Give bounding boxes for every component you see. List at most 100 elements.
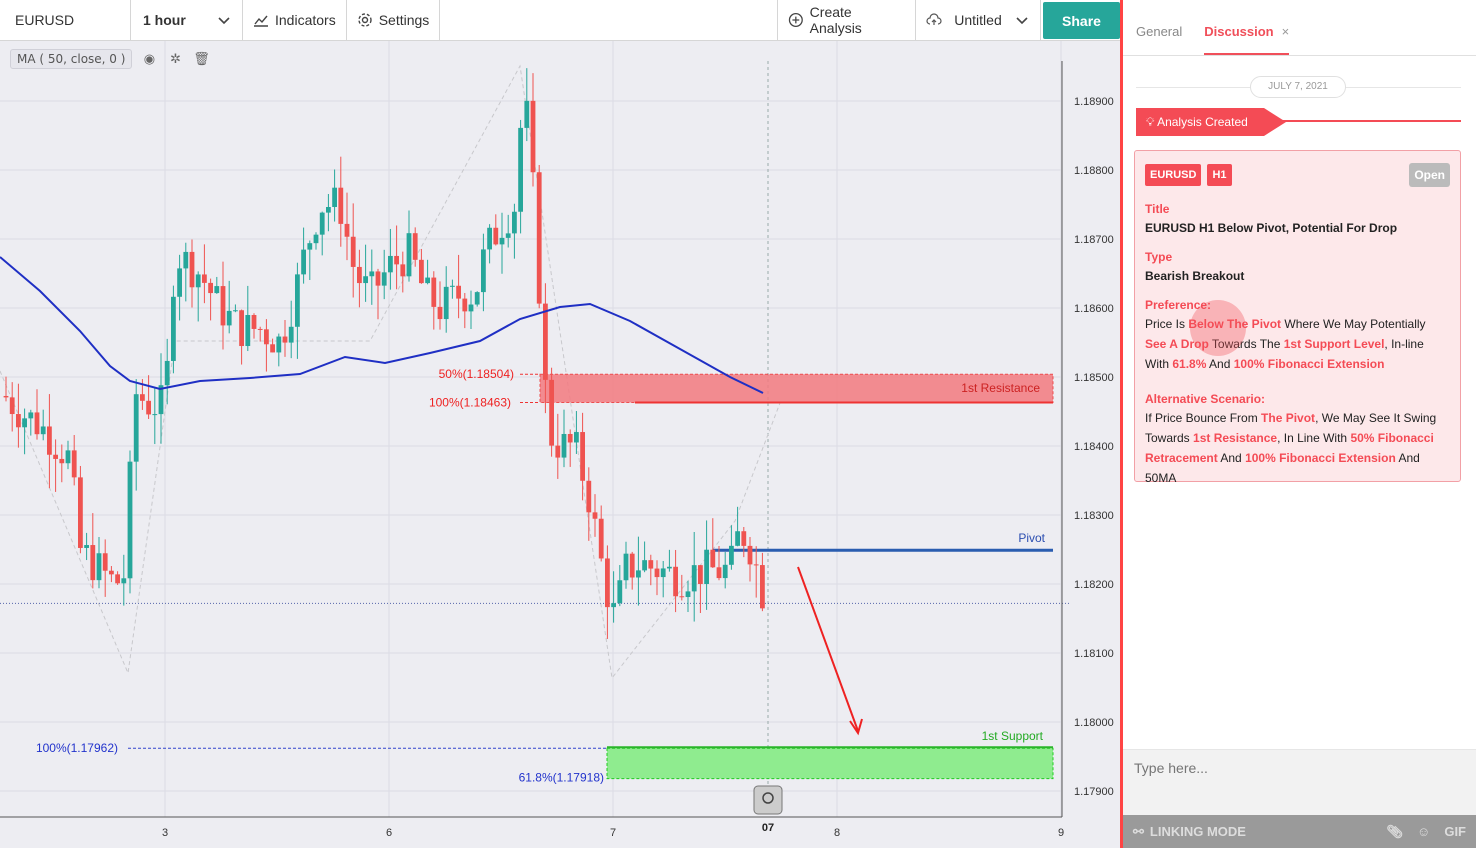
candle-body — [208, 282, 213, 294]
candle-body — [536, 172, 542, 304]
candle-body — [660, 568, 666, 578]
plain-text: Towards The — [1208, 337, 1284, 351]
plain-text: And 50MA — [1145, 451, 1420, 485]
candle-body — [189, 251, 195, 288]
interval-dropdown[interactable]: 1 hour — [131, 0, 243, 40]
ma-legend-label: MA ( 50, close, 0 ) — [10, 49, 133, 69]
price-label: 1.18800 — [1074, 165, 1114, 177]
candle-body — [598, 518, 604, 559]
candle-body — [456, 285, 461, 299]
candle-body — [691, 565, 697, 592]
candle-body — [388, 255, 393, 273]
symbol-search[interactable]: EURUSD — [0, 0, 131, 40]
pivot-label: Pivot — [1018, 531, 1045, 545]
candle-body — [319, 212, 325, 235]
candle-body — [735, 531, 740, 546]
candle-body — [158, 385, 164, 415]
candle-body — [40, 426, 46, 435]
price-label: 1.18900 — [1074, 96, 1114, 108]
candle-body — [220, 286, 226, 326]
candles — [3, 68, 765, 639]
message-input[interactable] — [1134, 760, 1465, 776]
eye-icon[interactable]: ◉ — [143, 51, 156, 66]
plain-text: And — [1206, 357, 1234, 371]
candle-body — [363, 276, 368, 284]
candle-body — [96, 553, 102, 581]
interval-label: 1 hour — [143, 12, 186, 28]
date-label: 7 — [610, 827, 616, 839]
link-icon[interactable]: ⚯ — [1133, 823, 1144, 839]
candle-body — [350, 236, 356, 267]
candle-body — [202, 274, 207, 283]
indicators-button[interactable]: Indicators — [243, 0, 347, 40]
support-label: 1st Support — [982, 729, 1044, 743]
date-label: 6 — [386, 827, 392, 839]
candle-body — [512, 211, 517, 234]
date-separator: JULY 7, 2021 — [1136, 76, 1461, 98]
create-analysis-button[interactable]: Create Analysis — [778, 0, 916, 40]
candle-body — [549, 379, 554, 446]
candle-body — [326, 207, 331, 213]
candle-body — [667, 566, 672, 569]
highlight-text: 100% Fibonacci Extension — [1233, 357, 1385, 371]
panel-divider[interactable] — [1120, 0, 1123, 848]
candle-body — [437, 306, 443, 320]
drop-arrow-head — [849, 718, 863, 736]
candle-body — [239, 310, 244, 347]
save-dropdown[interactable]: Untitled — [916, 0, 1041, 40]
analysis-type: Bearish Breakout — [1145, 269, 1245, 283]
candle-body — [450, 285, 455, 287]
tab-discussion-label: Discussion — [1204, 24, 1274, 39]
candle-body — [722, 564, 728, 579]
chart-line-icon — [254, 15, 268, 27]
cloud-upload-icon — [926, 13, 942, 25]
attach-icon[interactable]: 📎︎ — [1386, 823, 1404, 839]
candle-body — [65, 450, 71, 464]
type-label: Type — [1145, 250, 1173, 264]
share-button[interactable]: Share — [1043, 2, 1120, 39]
candle-body — [332, 187, 337, 208]
share-label: Share — [1062, 12, 1101, 29]
candle-body — [233, 310, 238, 312]
gif-button[interactable]: GIF — [1444, 824, 1466, 839]
candle-body — [530, 100, 536, 173]
date-label: 3 — [162, 827, 168, 839]
linking-mode-label: LINKING MODE — [1149, 824, 1246, 839]
gear-icon[interactable]: ✲ — [170, 51, 181, 66]
candle-body — [264, 329, 269, 345]
analysis-created-line — [1276, 120, 1461, 122]
cursor-highlight — [1190, 300, 1246, 356]
candle-body — [741, 531, 747, 546]
tab-general[interactable]: General — [1136, 24, 1183, 39]
lightbulb-icon: 💡︎ — [1146, 115, 1155, 129]
plus-circle-icon — [788, 12, 803, 28]
annotations: 50%(1.18504) 100%(1.18463) 1st Resistance P… — [36, 367, 1046, 784]
candle-body — [28, 412, 34, 419]
close-icon[interactable]: × — [1281, 24, 1290, 39]
price-chart[interactable]: 50%(1.18504) 100%(1.18463) 1st Resistance P… — [0, 41, 1120, 848]
candle-body — [710, 549, 716, 568]
candle-body — [251, 315, 257, 329]
highlight-text: 100% Fibonacci Extension — [1245, 451, 1396, 465]
candle-body — [84, 545, 89, 548]
highlight-text: See A Drop — [1145, 337, 1209, 351]
preference-label: Preference: — [1145, 298, 1212, 312]
support-zone — [606, 747, 1054, 780]
candle-body — [109, 570, 114, 575]
analysis-marker — [753, 785, 783, 815]
zigzag-polyline — [0, 64, 781, 680]
settings-button[interactable]: Settings — [347, 0, 441, 40]
candle-body — [381, 272, 387, 286]
highlight-text: 61.8% — [1172, 357, 1207, 371]
candle-body — [270, 344, 275, 353]
candle-body — [729, 545, 734, 565]
candle-body — [623, 553, 629, 581]
chart-area[interactable]: 50%(1.18504) 100%(1.18463) 1st Resistance P… — [0, 41, 1120, 848]
price-label: 1.18300 — [1074, 510, 1114, 522]
highlight-text: Below The Pivot — [1188, 317, 1282, 331]
candle-body — [295, 274, 300, 327]
emoji-icon[interactable]: ☺ — [1417, 824, 1431, 839]
trash-icon[interactable]: 🗑 — [193, 51, 210, 66]
tab-discussion[interactable]: Discussion × — [1204, 24, 1290, 55]
analysis-card[interactable]: EURUSD H1 Open Title EURUSD H1 Below Piv… — [1134, 150, 1461, 485]
